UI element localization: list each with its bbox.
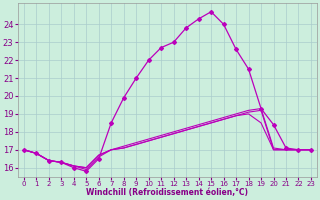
X-axis label: Windchill (Refroidissement éolien,°C): Windchill (Refroidissement éolien,°C) bbox=[86, 188, 248, 197]
